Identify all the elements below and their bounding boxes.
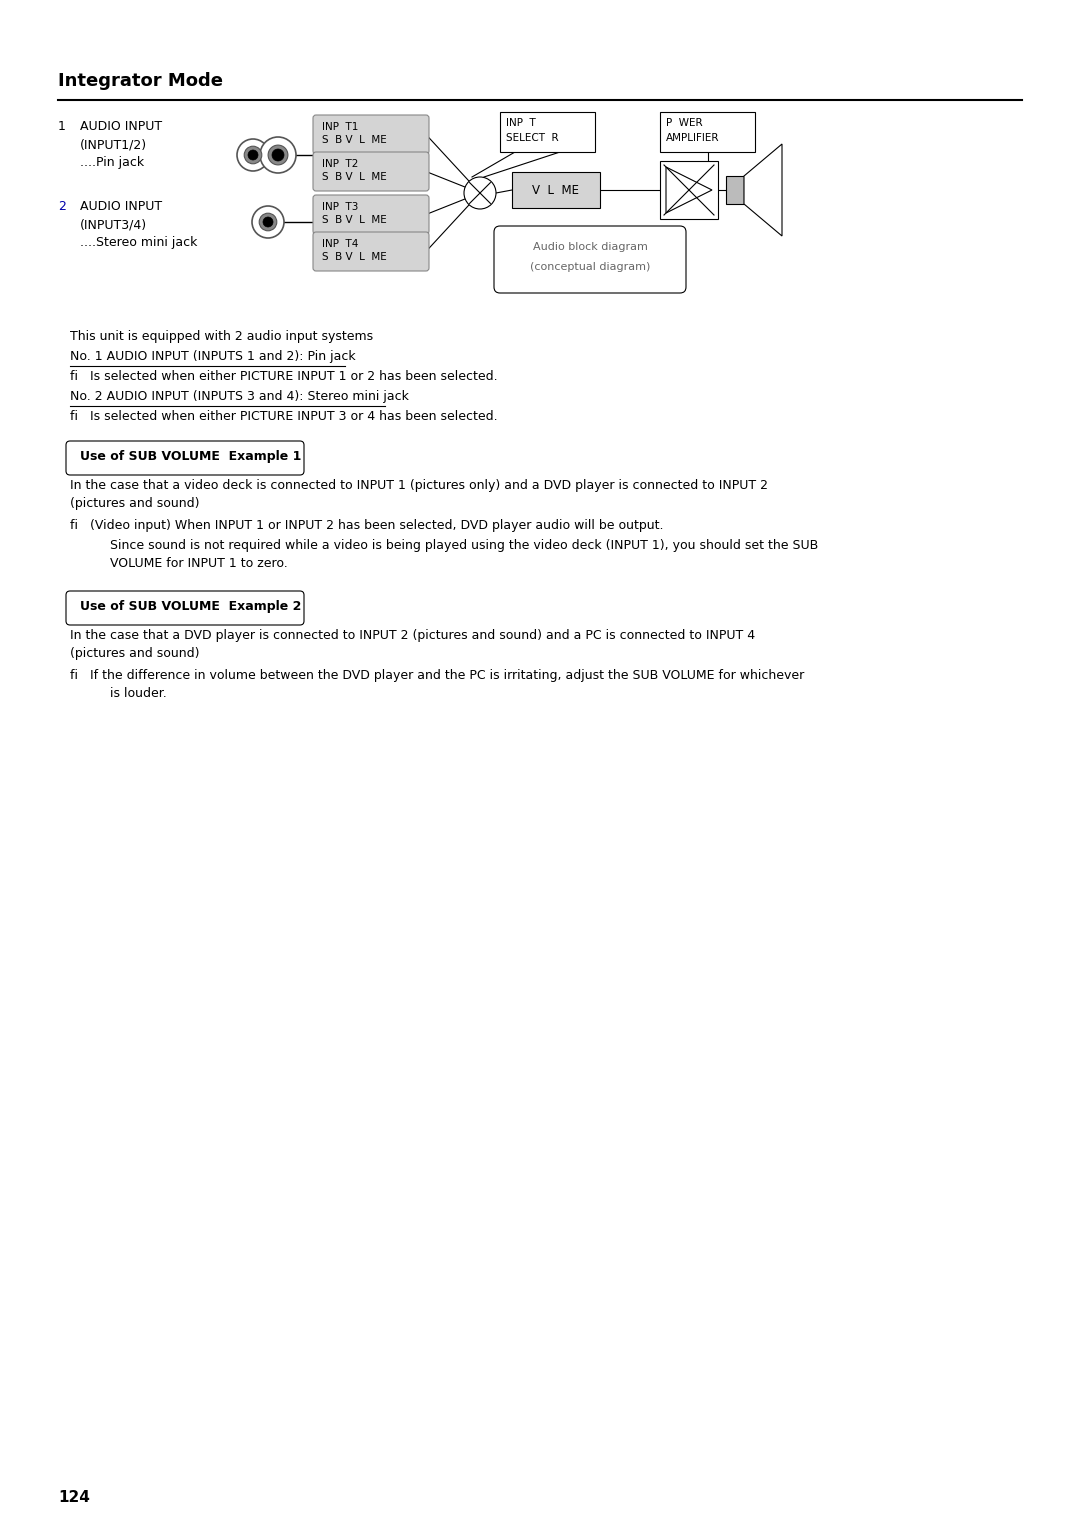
Circle shape (259, 214, 276, 231)
Circle shape (248, 150, 258, 160)
Text: Use of SUB VOLUME  Example 2: Use of SUB VOLUME Example 2 (80, 601, 301, 613)
Circle shape (272, 150, 284, 160)
Text: (conceptual diagram): (conceptual diagram) (530, 261, 650, 272)
FancyBboxPatch shape (66, 591, 303, 625)
Text: (pictures and sound): (pictures and sound) (70, 646, 200, 660)
Text: Since sound is not required while a video is being played using the video deck (: Since sound is not required while a vide… (110, 539, 819, 552)
FancyBboxPatch shape (494, 226, 686, 293)
Text: S  B V  L  ME: S B V L ME (322, 252, 387, 261)
Text: INP  T1: INP T1 (322, 122, 359, 131)
Text: Audio block diagram: Audio block diagram (532, 241, 647, 252)
Text: In the case that a video deck is connected to INPUT 1 (pictures only) and a DVD : In the case that a video deck is connect… (70, 478, 768, 492)
Text: is louder.: is louder. (110, 688, 166, 700)
FancyBboxPatch shape (313, 151, 429, 191)
Text: fi   (Video input) When INPUT 1 or INPUT 2 has been selected, DVD player audio w: fi (Video input) When INPUT 1 or INPUT 2… (70, 520, 663, 532)
Circle shape (260, 138, 296, 173)
Text: AUDIO INPUT: AUDIO INPUT (80, 200, 162, 212)
Text: INP  T3: INP T3 (322, 202, 359, 212)
Circle shape (237, 139, 269, 171)
Circle shape (264, 217, 273, 228)
Text: AMPLIFIER: AMPLIFIER (666, 133, 719, 144)
FancyBboxPatch shape (313, 196, 429, 234)
Circle shape (268, 145, 288, 165)
Text: AUDIO INPUT: AUDIO INPUT (80, 121, 162, 133)
Text: fi   Is selected when either PICTURE INPUT 1 or 2 has been selected.: fi Is selected when either PICTURE INPUT… (70, 370, 498, 384)
FancyBboxPatch shape (313, 232, 429, 270)
Circle shape (464, 177, 496, 209)
Text: S  B V  L  ME: S B V L ME (322, 215, 387, 225)
Text: VOLUME for INPUT 1 to zero.: VOLUME for INPUT 1 to zero. (110, 558, 287, 570)
FancyBboxPatch shape (660, 160, 718, 219)
FancyBboxPatch shape (500, 112, 595, 151)
Text: Use of SUB VOLUME  Example 1: Use of SUB VOLUME Example 1 (80, 451, 301, 463)
Text: INP  T4: INP T4 (322, 238, 359, 249)
Text: fi   Is selected when either PICTURE INPUT 3 or 4 has been selected.: fi Is selected when either PICTURE INPUT… (70, 410, 498, 423)
Text: (pictures and sound): (pictures and sound) (70, 497, 200, 510)
Text: (INPUT1/2): (INPUT1/2) (80, 138, 147, 151)
Text: V  L  ME: V L ME (532, 183, 580, 197)
Text: (INPUT3/4): (INPUT3/4) (80, 219, 147, 231)
Text: S  B V  L  ME: S B V L ME (322, 134, 387, 145)
Circle shape (244, 147, 261, 163)
Text: In the case that a DVD player is connected to INPUT 2 (pictures and sound) and a: In the case that a DVD player is connect… (70, 630, 755, 642)
Text: ....Stereo mini jack: ....Stereo mini jack (80, 235, 198, 249)
Text: INP  T: INP T (507, 118, 536, 128)
FancyBboxPatch shape (313, 115, 429, 154)
Text: This unit is equipped with 2 audio input systems: This unit is equipped with 2 audio input… (70, 330, 373, 342)
Text: No. 2 AUDIO INPUT (INPUTS 3 and 4): Stereo mini jack: No. 2 AUDIO INPUT (INPUTS 3 and 4): Ster… (70, 390, 409, 403)
Text: fi   If the difference in volume between the DVD player and the PC is irritating: fi If the difference in volume between t… (70, 669, 805, 681)
Text: P  WER: P WER (666, 118, 703, 128)
Text: Integrator Mode: Integrator Mode (58, 72, 222, 90)
FancyBboxPatch shape (660, 112, 755, 151)
Text: ....Pin jack: ....Pin jack (80, 156, 144, 170)
FancyBboxPatch shape (66, 442, 303, 475)
FancyBboxPatch shape (726, 176, 744, 205)
Text: No. 1 AUDIO INPUT (INPUTS 1 and 2): Pin jack: No. 1 AUDIO INPUT (INPUTS 1 and 2): Pin … (70, 350, 355, 364)
Text: 2: 2 (58, 200, 66, 212)
Text: 1: 1 (58, 121, 66, 133)
Polygon shape (666, 167, 712, 212)
Text: SELECT  R: SELECT R (507, 133, 558, 144)
Circle shape (252, 206, 284, 238)
Text: 124: 124 (58, 1490, 90, 1505)
Text: S  B V  L  ME: S B V L ME (322, 173, 387, 182)
FancyBboxPatch shape (512, 173, 600, 208)
Text: INP  T2: INP T2 (322, 159, 359, 170)
Polygon shape (744, 144, 782, 235)
